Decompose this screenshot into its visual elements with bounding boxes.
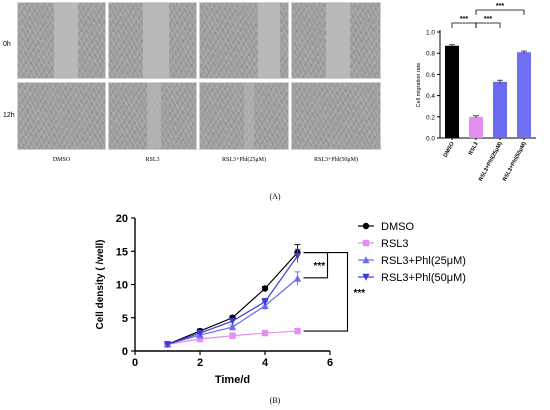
bar-2 <box>493 81 507 138</box>
y-tick-label: 0.8 <box>426 51 435 58</box>
significance-bracket <box>475 22 501 28</box>
y-tick-label: 0.6 <box>426 72 435 79</box>
data-point <box>261 298 269 306</box>
data-point <box>294 327 301 335</box>
bar-1 <box>469 116 483 138</box>
y-tick-label: 1.0 <box>426 30 435 37</box>
column-label-phl25: RSL3+Phl(25μM) <box>222 157 266 163</box>
data-point <box>261 329 269 337</box>
y-axis-label: Cell density ( /well) <box>95 239 106 329</box>
x-tick-label: DMSO <box>443 140 456 158</box>
significance-bracket <box>475 9 525 15</box>
x-tick-label: 0 <box>132 357 138 369</box>
legend-marker <box>362 273 370 281</box>
data-point <box>196 329 204 337</box>
row-label-0h: 0h <box>3 41 11 48</box>
micrograph-phl25-0h <box>199 2 289 79</box>
y-tick-label: 0.2 <box>426 114 435 121</box>
data-point <box>228 323 237 331</box>
legend-entry-3: RSL3+Phl(50μM) <box>358 272 466 284</box>
panel-label-a: (A) <box>269 192 281 201</box>
micrograph-phl50-12h <box>291 82 381 150</box>
legend-label: RSL3+Phl(50μM) <box>381 272 466 284</box>
x-tick-label: 2 <box>197 357 203 369</box>
significance-bracket <box>451 22 477 28</box>
series-line <box>167 255 298 345</box>
panel-label-b: (B) <box>269 396 281 405</box>
legend-marker <box>362 222 370 230</box>
x-axis-label: Time/d <box>215 374 250 386</box>
micrograph-rsl3-0h <box>108 2 197 79</box>
significance-label: *** <box>496 3 504 10</box>
significance-label: *** <box>314 261 326 272</box>
legend-label: RSL3+Phl(25μM) <box>381 255 466 267</box>
legend-marker <box>362 256 370 264</box>
data-point <box>293 252 302 260</box>
column-label-dmso: DMSO <box>52 157 71 163</box>
micrograph-rsl3-12h <box>108 82 197 150</box>
migration-bar-chart: 0.0 0.2 0.4 0.6 0.8 1.0 Cell migration rate DMS… <box>416 3 536 182</box>
data-point <box>293 274 302 282</box>
legend-entry-1: RSL3 <box>358 238 409 250</box>
x-tick-label: RSL3+Phl(50μM) <box>502 141 528 182</box>
significance-bracket <box>303 252 349 332</box>
y-tick-label: 5 <box>122 313 128 325</box>
significance-label: *** <box>484 16 492 23</box>
x-tick-label: 6 <box>327 357 333 369</box>
legend-entry-2: RSL3+Phl(25μM) <box>358 255 466 267</box>
micrograph-phl50-0h <box>291 2 381 79</box>
series-3 <box>163 248 302 349</box>
bar-3 <box>517 52 531 138</box>
y-tick-label: 15 <box>116 246 128 258</box>
legend-label: DMSO <box>381 221 414 233</box>
data-point <box>196 335 204 343</box>
x-tick-label: 4 <box>262 357 269 369</box>
cell-density-line-chart: 0 5 10 15 20 0 2 4 6 Time/d Cell density ( /well) *… <box>95 213 466 386</box>
series-line <box>167 252 298 345</box>
column-label-rsl3: RSL3 <box>145 157 160 163</box>
bar-0 <box>445 45 459 138</box>
y-tick-label: 0.4 <box>426 93 435 100</box>
legend-entry-0: DMSO <box>358 221 414 233</box>
data-point <box>261 285 269 292</box>
legend-marker <box>362 239 370 247</box>
y-tick-label: 20 <box>116 213 128 225</box>
y-tick-label: 10 <box>116 280 128 292</box>
data-point <box>229 332 236 339</box>
data-point <box>163 341 172 349</box>
y-tick-label: 0 <box>122 346 128 358</box>
micrograph-phl25-12h <box>199 82 289 150</box>
x-tick-label: RSL3 <box>468 141 480 156</box>
legend-label: RSL3 <box>381 238 409 250</box>
row-label-12h: 12h <box>3 112 15 119</box>
data-point <box>228 317 237 325</box>
micrograph-dmso-0h <box>17 2 106 79</box>
column-label-phl50: RSL3+Phl(50μM) <box>314 157 358 163</box>
significance-label: *** <box>354 288 366 299</box>
x-tick-label: RSL3+Phl(25μM) <box>478 141 504 182</box>
significance-label: *** <box>460 16 468 23</box>
microscopy-grid: 0h 12h DMSO RSL3 RSL3+Phl(25μM) RSL3+Phl… <box>0 0 400 180</box>
y-tick-label: 0.0 <box>426 136 435 143</box>
micrograph-dmso-12h <box>17 82 106 150</box>
y-axis-label: Cell migration rate <box>416 63 422 108</box>
